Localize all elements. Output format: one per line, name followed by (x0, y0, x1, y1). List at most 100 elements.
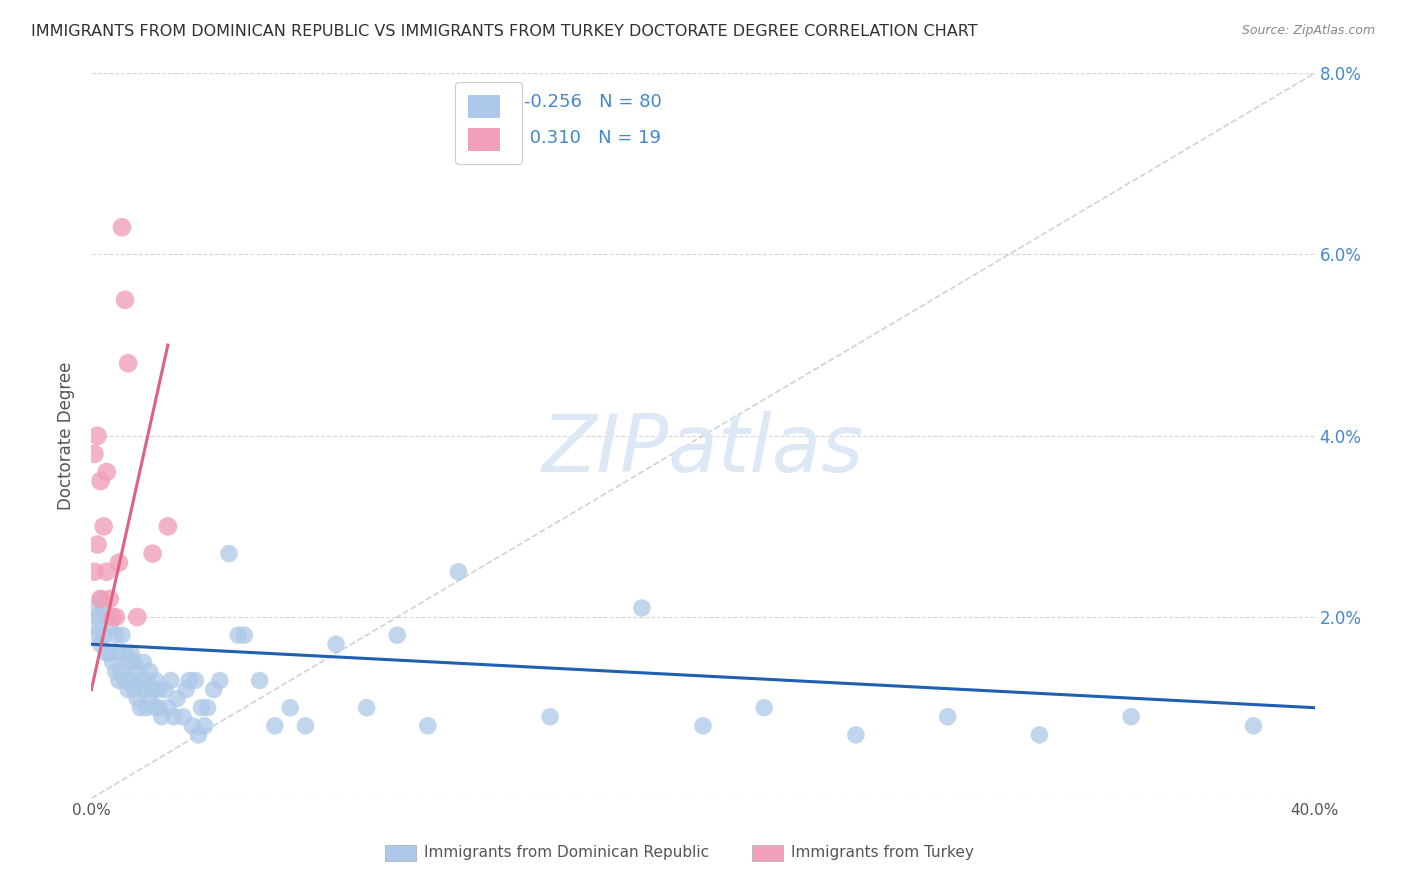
Point (98, 591, 121, 606)
Point (132, 656, 155, 670)
Point (132, 682, 155, 697)
Point (108, 673, 131, 688)
Point (114, 293, 136, 307)
Point (117, 682, 139, 697)
Point (101, 610, 124, 624)
Point (86, 610, 108, 624)
Point (356, 700, 378, 714)
Point (104, 610, 127, 624)
Point (129, 700, 152, 714)
Point (447, 565, 470, 579)
Point (181, 719, 204, 733)
Point (96, 646, 118, 660)
Point (108, 646, 131, 660)
Text: Immigrants from Dominican Republic: Immigrants from Dominican Republic (425, 846, 709, 860)
Text: IMMIGRANTS FROM DOMINICAN REPUBLIC VS IMMIGRANTS FROM TURKEY DOCTORATE DEGREE CO: IMMIGRANTS FROM DOMINICAN REPUBLIC VS IM… (31, 24, 977, 39)
Point (93, 519, 115, 533)
Point (208, 673, 231, 688)
Point (172, 710, 194, 724)
Point (138, 691, 160, 706)
Point (114, 646, 136, 660)
Point (184, 673, 207, 688)
Point (111, 628, 134, 642)
Point (127, 665, 149, 679)
Point (104, 628, 127, 642)
Point (96, 465, 118, 479)
Point (135, 673, 157, 688)
FancyBboxPatch shape (752, 846, 783, 862)
Point (1121, 710, 1143, 724)
Point (104, 665, 127, 679)
Point (163, 710, 186, 724)
Point (90, 474, 112, 488)
Point (90, 591, 112, 606)
Point (120, 646, 142, 660)
Point (138, 665, 160, 679)
Text: Immigrants from Turkey: Immigrants from Turkey (792, 846, 974, 860)
Point (83, 447, 105, 461)
Point (202, 682, 225, 697)
Point (96, 610, 118, 624)
Point (278, 700, 301, 714)
Point (160, 673, 183, 688)
Point (114, 673, 136, 688)
Point (538, 710, 561, 724)
Y-axis label: Doctorate Degree: Doctorate Degree (58, 361, 76, 510)
Point (325, 637, 347, 651)
Text: ZIPatlas: ZIPatlas (541, 411, 865, 489)
Point (135, 700, 157, 714)
Point (90, 637, 112, 651)
Point (122, 656, 145, 670)
Point (83, 619, 105, 633)
Point (845, 728, 868, 742)
Point (98, 646, 121, 660)
Point (631, 601, 654, 615)
Text: R = -0.256   N = 80: R = -0.256 N = 80 (485, 93, 662, 112)
Point (117, 356, 139, 370)
Point (120, 673, 142, 688)
Point (187, 728, 209, 742)
Text: Source: ZipAtlas.com: Source: ZipAtlas.com (1241, 24, 1375, 37)
FancyBboxPatch shape (385, 846, 416, 862)
Point (98, 619, 121, 633)
Point (86, 628, 108, 642)
Point (385, 628, 409, 642)
Point (93, 601, 115, 615)
Point (127, 691, 149, 706)
Point (936, 710, 959, 724)
Point (148, 682, 170, 697)
Point (141, 682, 163, 697)
Point (264, 719, 287, 733)
Point (148, 700, 170, 714)
Point (218, 547, 240, 561)
Point (179, 673, 201, 688)
Point (416, 719, 439, 733)
Point (1028, 728, 1050, 742)
Point (111, 220, 134, 235)
Point (141, 547, 163, 561)
Point (127, 610, 149, 624)
Point (233, 628, 256, 642)
Point (197, 700, 219, 714)
Point (83, 601, 105, 615)
Point (145, 700, 167, 714)
Point (86, 537, 108, 551)
Point (153, 682, 176, 697)
Text: R =  0.310   N = 19: R = 0.310 N = 19 (485, 129, 661, 147)
Point (150, 710, 173, 724)
Point (249, 673, 271, 688)
Point (166, 691, 188, 706)
Point (190, 700, 212, 714)
Point (692, 719, 714, 733)
Point (86, 429, 108, 443)
Point (1243, 719, 1265, 733)
Point (193, 719, 215, 733)
Point (96, 565, 118, 579)
Point (156, 700, 179, 714)
Point (129, 673, 152, 688)
Point (156, 519, 179, 533)
Point (145, 673, 167, 688)
Point (83, 565, 105, 579)
Point (226, 628, 249, 642)
Point (174, 682, 197, 697)
